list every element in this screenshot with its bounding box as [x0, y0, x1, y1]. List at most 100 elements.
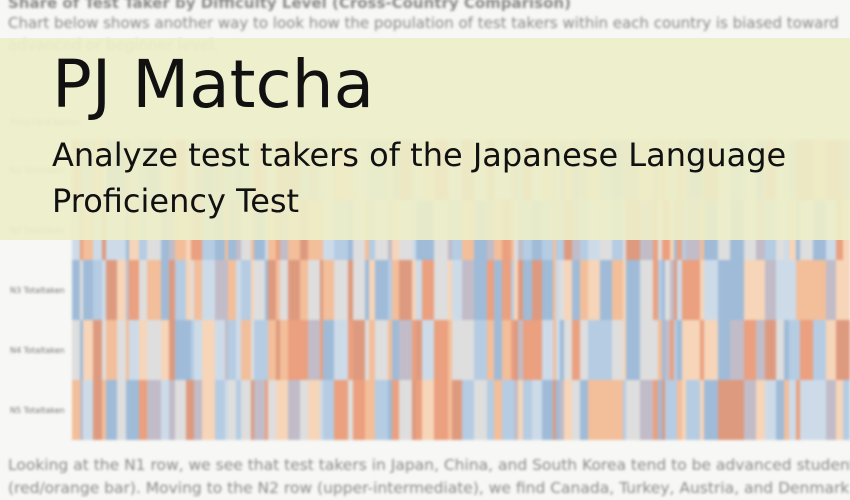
heat-cell — [487, 320, 494, 380]
heat-cell — [542, 380, 553, 440]
heat-cell — [658, 320, 662, 380]
heat-cell — [813, 380, 826, 440]
heat-cell — [658, 260, 662, 320]
heat-cell — [452, 380, 462, 440]
heat-cell — [102, 320, 106, 380]
heat-cell — [674, 380, 677, 440]
heat-cell — [658, 380, 662, 440]
heat-cell — [365, 320, 369, 380]
heat-cell — [254, 380, 265, 440]
heat-cell — [117, 260, 126, 320]
heat-cell — [334, 260, 348, 320]
heat-cell — [288, 260, 300, 320]
heat-cell — [147, 380, 161, 440]
heat-cell — [251, 260, 254, 320]
heat-cell — [542, 320, 553, 380]
heat-cell — [718, 260, 730, 320]
heat-cell — [494, 380, 502, 440]
heat-cell — [796, 260, 800, 320]
heat-cell — [126, 320, 129, 380]
heat-cell — [580, 380, 588, 440]
heat-cell — [682, 380, 686, 440]
heat-cell — [106, 260, 117, 320]
heat-cell — [843, 320, 850, 380]
heat-cell — [665, 260, 670, 320]
heat-cell — [789, 320, 796, 380]
heat-cell — [80, 260, 83, 320]
heat-cell — [640, 380, 653, 440]
heat-cell — [175, 380, 186, 440]
heat-cell — [612, 260, 623, 320]
heat-cell — [784, 320, 789, 380]
heat-cell — [542, 260, 553, 320]
heat-cell — [215, 380, 225, 440]
heat-cell — [765, 320, 776, 380]
report-heading: Share of Test Taker by Difficulty Level … — [8, 0, 571, 12]
heat-cell — [836, 380, 843, 440]
heat-cell — [186, 320, 191, 380]
heat-cell — [796, 380, 800, 440]
heat-cell — [765, 260, 776, 320]
heat-cell — [268, 320, 276, 380]
heat-cell — [348, 260, 353, 320]
heat-cell — [323, 320, 334, 380]
heat-cell — [215, 320, 225, 380]
heat-cell — [623, 260, 626, 320]
heat-cell — [572, 320, 580, 380]
heat-cell — [826, 260, 836, 320]
heat-cell — [718, 320, 730, 380]
heat-cell — [106, 320, 117, 380]
heat-cell — [169, 260, 175, 320]
heat-cell — [300, 260, 308, 320]
heat-cell — [129, 380, 139, 440]
heat-cell — [334, 320, 348, 380]
heat-cell — [448, 320, 452, 380]
heat-cell — [560, 260, 564, 320]
heat-cell — [532, 320, 542, 380]
heat-cell — [412, 320, 416, 380]
heat-cell — [572, 380, 580, 440]
heat-cell — [117, 320, 126, 380]
heat-cell — [756, 260, 765, 320]
heat-cell — [700, 260, 704, 320]
heat-cell — [756, 380, 765, 440]
heat-cell — [765, 380, 776, 440]
heat-cell — [265, 320, 268, 380]
heat-cell — [102, 260, 106, 320]
heat-cell — [126, 260, 129, 320]
heat-cell — [93, 320, 102, 380]
heat-cell — [744, 260, 756, 320]
heat-cell — [106, 380, 117, 440]
heat-cell — [139, 320, 147, 380]
heat-cell — [434, 320, 448, 380]
heat-cell — [416, 320, 422, 380]
heat-cell — [228, 380, 236, 440]
heat-cell — [580, 320, 588, 380]
heat-cell — [640, 260, 653, 320]
heat-cell — [756, 320, 765, 380]
heat-cell — [789, 380, 796, 440]
heat-cell — [388, 260, 392, 320]
heat-cell — [225, 380, 228, 440]
heat-cell — [399, 320, 412, 380]
heat-cell — [434, 260, 448, 320]
heat-cell — [194, 380, 202, 440]
heat-cell — [784, 260, 789, 320]
heat-cell — [796, 320, 800, 380]
heat-cell — [730, 320, 744, 380]
heat-cell — [744, 320, 756, 380]
heat-cell — [776, 320, 784, 380]
heat-cell — [83, 380, 93, 440]
heat-cell — [228, 320, 236, 380]
heat-cell — [626, 260, 640, 320]
heat-cell — [700, 380, 704, 440]
heat-cell — [532, 380, 542, 440]
heat-cell — [308, 380, 320, 440]
heat-cell — [399, 260, 412, 320]
heat-cell — [129, 260, 139, 320]
heat-cell — [623, 380, 626, 440]
row-label: N4 Totaltaken — [10, 346, 65, 355]
heat-cell — [560, 320, 564, 380]
heat-cell — [600, 260, 612, 320]
